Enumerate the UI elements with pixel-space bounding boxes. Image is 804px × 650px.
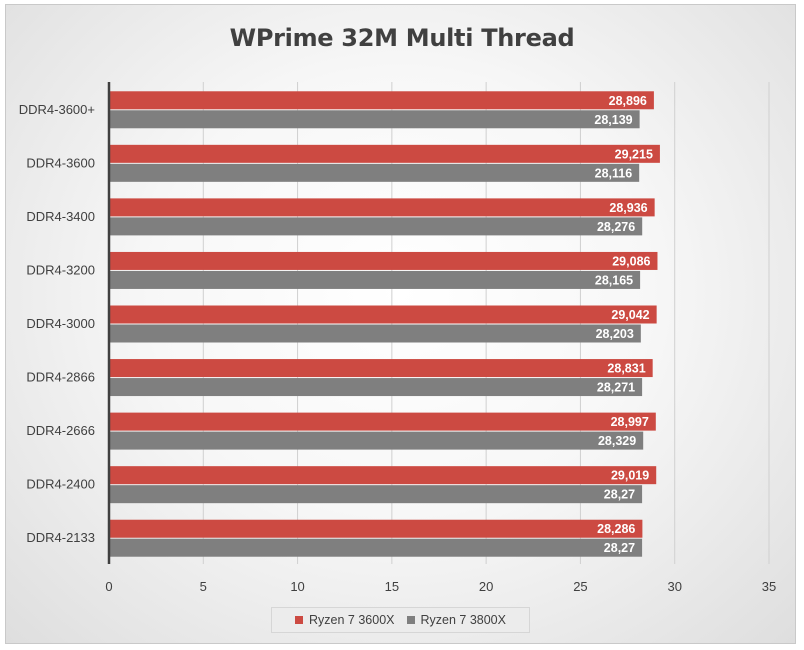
legend-item-series-1: Ryzen 7 3600X	[295, 613, 395, 627]
x-tick-label: 10	[290, 579, 304, 594]
legend-label-series-2: Ryzen 7 3800X	[420, 613, 506, 627]
bar-series-2	[109, 324, 641, 343]
bar-series-2	[109, 110, 640, 129]
category-label: DDR4-2866	[26, 370, 95, 385]
bar-series-1	[109, 466, 657, 485]
category-label: DDR4-3200	[26, 262, 95, 277]
data-label: 28,997	[611, 415, 649, 429]
x-tick-label: 35	[762, 579, 776, 594]
x-tick-label: 15	[385, 579, 399, 594]
bar-series-1	[109, 144, 660, 163]
category-label: DDR4-3400	[26, 209, 95, 224]
bar-series-2	[109, 431, 644, 450]
category-label: DDR4-2133	[26, 530, 95, 545]
bar-series-2	[109, 217, 643, 236]
category-label: DDR4-3600+	[19, 102, 95, 117]
chart-title: WPrime 32M Multi Thread	[229, 24, 575, 52]
x-tick-label: 25	[573, 579, 587, 594]
bar-series-2	[109, 485, 643, 504]
legend-swatch-series-2	[406, 616, 415, 624]
data-label: 28,116	[595, 166, 633, 180]
x-tick-label: 0	[105, 579, 112, 594]
bar-series-2	[109, 163, 640, 182]
bar-series-1	[109, 198, 655, 217]
data-label: 28,286	[597, 522, 635, 536]
category-label: DDR4-3600	[26, 155, 95, 170]
bar-series-1	[109, 91, 654, 110]
data-label: 28,271	[597, 381, 635, 395]
category-label: DDR4-2666	[26, 423, 95, 438]
bar-series-1	[109, 359, 653, 378]
category-label: DDR4-3000	[26, 316, 95, 331]
bar-series-2	[109, 378, 643, 397]
data-label: 28,139	[594, 113, 632, 127]
x-tick-label: 5	[200, 579, 207, 594]
data-label: 28,276	[597, 220, 635, 234]
legend-label-series-1: Ryzen 7 3600X	[309, 613, 395, 627]
legend-item-series-2: Ryzen 7 3800X	[406, 613, 506, 627]
bar-series-2	[109, 270, 641, 289]
data-label: 29,042	[611, 308, 649, 322]
data-label: 29,215	[615, 147, 653, 161]
data-label: 28,896	[609, 94, 647, 108]
legend: Ryzen 7 3600X Ryzen 7 3800X	[271, 607, 530, 633]
bar-series-1	[109, 519, 643, 538]
data-label: 28,936	[609, 201, 647, 215]
data-label: 28,329	[598, 434, 636, 448]
data-label: 29,086	[612, 254, 650, 268]
legend-swatch-series-1	[295, 616, 304, 624]
data-label: 28,27	[604, 488, 635, 502]
x-tick-label: 30	[667, 579, 681, 594]
x-tick-label: 20	[479, 579, 493, 594]
bar-series-2	[109, 538, 643, 557]
bar-series-1	[109, 251, 658, 270]
data-label: 28,27	[604, 541, 635, 555]
bar-series-1	[109, 412, 656, 431]
data-label: 28,831	[607, 362, 645, 376]
data-label: 28,165	[595, 273, 633, 287]
data-label: 28,203	[596, 327, 634, 341]
data-label: 29,019	[611, 469, 649, 483]
category-label: DDR4-2400	[26, 477, 95, 492]
bar-series-1	[109, 305, 657, 324]
